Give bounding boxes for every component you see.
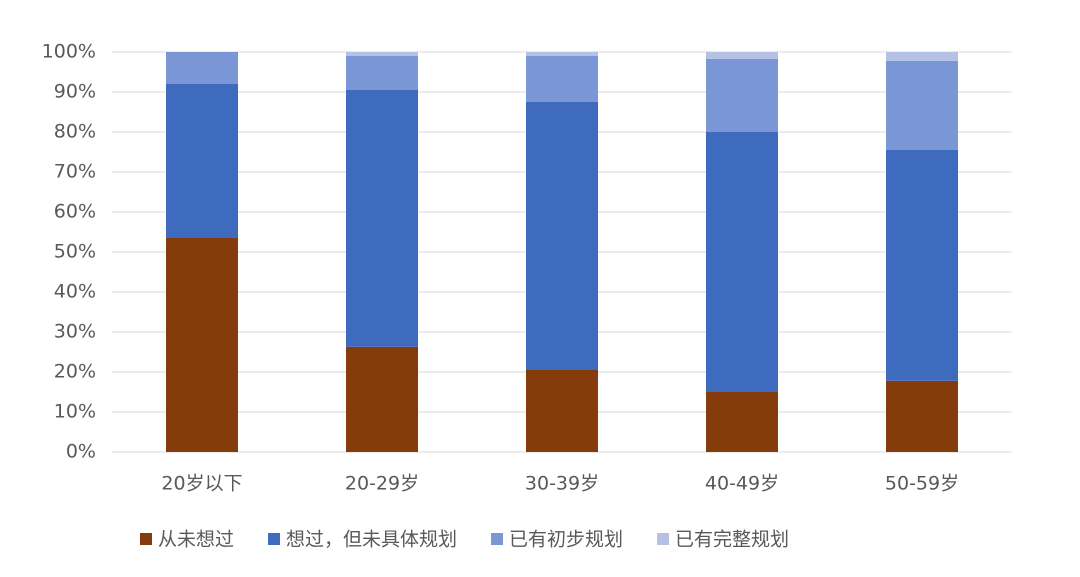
bar-segment — [346, 56, 418, 90]
bar-segment — [886, 52, 958, 61]
bar-segment — [166, 238, 238, 452]
y-tick-label: 50% — [54, 241, 96, 263]
y-tick-label: 60% — [54, 201, 96, 223]
bar-segment — [346, 90, 418, 347]
legend-label: 已有完整规划 — [675, 529, 789, 551]
legend-label: 从未想过 — [158, 529, 234, 551]
legend-swatch — [657, 533, 670, 545]
y-tick-label: 20% — [54, 361, 96, 383]
y-tick-label: 70% — [54, 161, 96, 183]
bar-segment — [346, 346, 418, 452]
bar-segment — [706, 132, 778, 392]
bar-segment — [526, 52, 598, 56]
legend-label: 想过，但未具体规划 — [286, 529, 457, 551]
legend-swatch — [268, 533, 281, 545]
x-tick-label: 40-49岁 — [705, 473, 779, 495]
legend-swatch — [491, 533, 504, 545]
bar-segment — [706, 58, 778, 132]
x-tick-label: 30-39岁 — [525, 473, 599, 495]
y-tick-label: 100% — [42, 41, 96, 63]
bar-segment — [886, 150, 958, 381]
bar-segment — [706, 392, 778, 452]
bar-segment — [886, 60, 958, 150]
y-tick-label: 10% — [54, 401, 96, 423]
x-tick-label: 20-29岁 — [345, 473, 419, 495]
bar-segment — [166, 84, 238, 238]
legend-label: 已有初步规划 — [509, 529, 623, 551]
x-tick-label: 20岁以下 — [161, 473, 242, 495]
x-tick-label: 50-59岁 — [885, 473, 959, 495]
legend-swatch — [140, 533, 152, 545]
bar-segment — [346, 52, 418, 56]
y-tick-label: 30% — [54, 321, 96, 343]
bar-segment — [526, 56, 598, 102]
y-tick-label: 40% — [54, 281, 96, 303]
y-tick-label: 80% — [54, 121, 96, 143]
bar-segment — [886, 380, 958, 452]
bar-segment — [526, 102, 598, 370]
y-tick-label: 90% — [54, 81, 96, 103]
y-tick-label: 0% — [66, 441, 96, 463]
bar-segment — [526, 370, 598, 452]
bar-segment — [166, 52, 238, 84]
bar-segment — [706, 52, 778, 59]
